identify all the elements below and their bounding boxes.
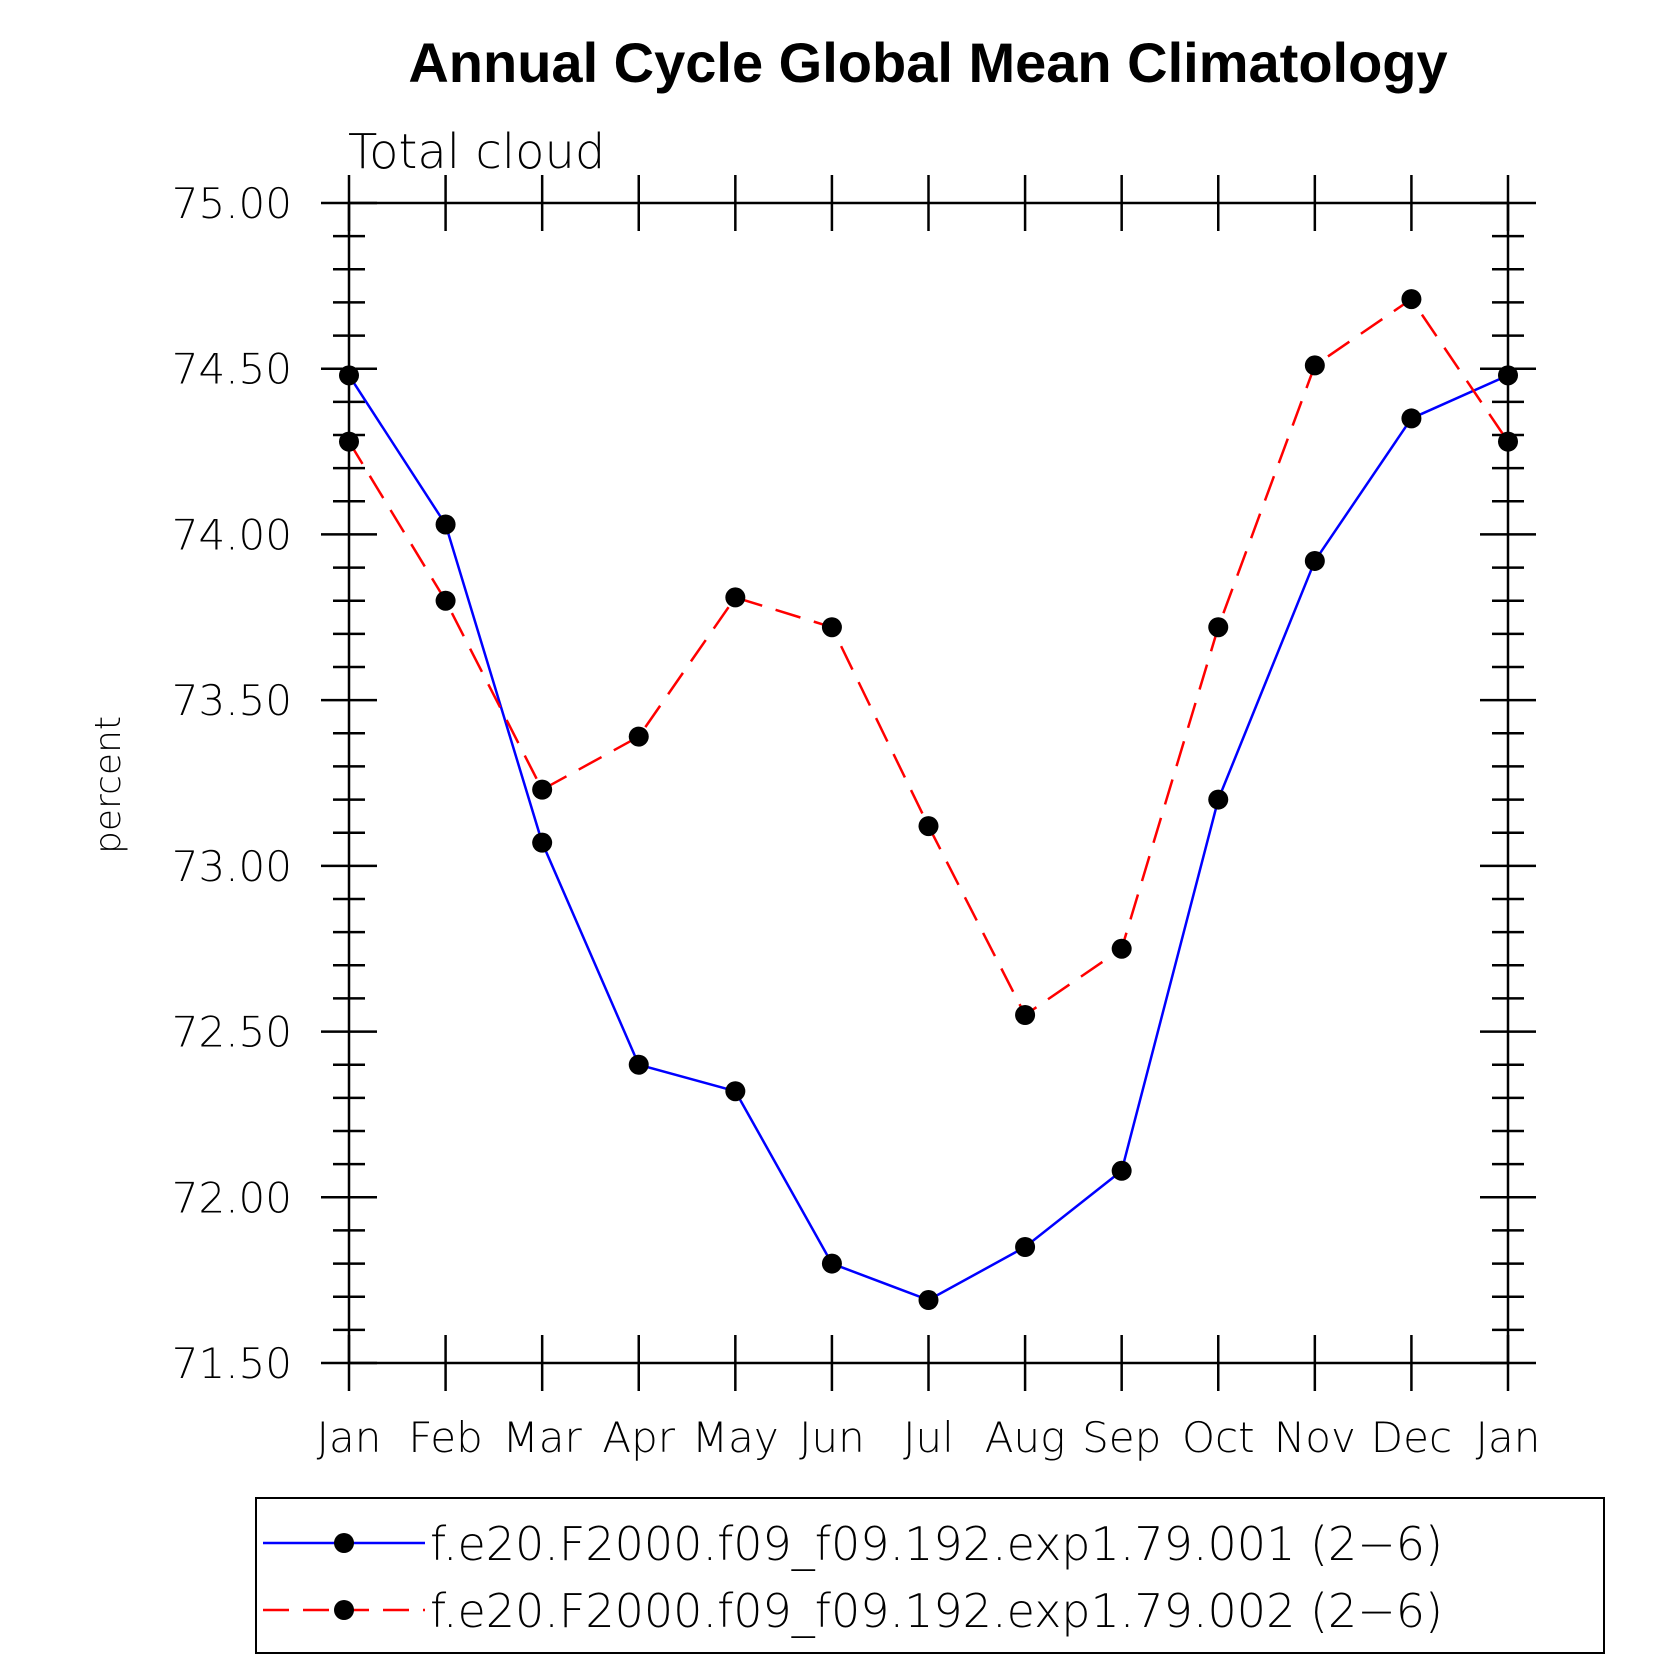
- data-point-series-1: [1304, 550, 1325, 571]
- data-point-series-1: [1015, 1237, 1036, 1257]
- series-line-2: [347, 297, 1510, 1017]
- data-point-series-1: [918, 1290, 939, 1311]
- x-tick-label: Sep: [1082, 1413, 1161, 1462]
- tick-labels: Jan Feb Mar Apr May Jun Jul Aug Sep Oct Nov Dec Jan 7…: [172, 179, 1541, 1462]
- series-lines: [347, 297, 1510, 1302]
- data-point-series-1: [1208, 789, 1229, 810]
- legend: f.e20.F2000.f09_f09.192.exp1.79.001 (2−6…: [255, 1497, 1605, 1654]
- y-tick-label: 73.50: [172, 676, 292, 725]
- legend-marker-2: [334, 1600, 354, 1620]
- y-tick-label: 72.50: [172, 1008, 292, 1057]
- data-markers: [339, 289, 1518, 1311]
- data-point-series-1: [821, 1253, 842, 1274]
- data-point-series-2: [821, 617, 842, 638]
- y-tick-label: 71.50: [172, 1339, 292, 1388]
- x-tick-label: Apr: [602, 1413, 675, 1462]
- y-tick-label: 72.00: [172, 1173, 292, 1222]
- plot-frame: [347, 201, 1510, 1365]
- axis-ticks: [321, 175, 1536, 1391]
- x-tick-label: Jun: [799, 1413, 865, 1462]
- data-point-series-2: [1401, 289, 1422, 310]
- data-point-series-2: [532, 779, 553, 800]
- x-tick-label: May: [692, 1413, 779, 1462]
- data-point-series-1: [435, 514, 456, 535]
- x-tick-label: Jan: [1476, 1413, 1541, 1462]
- data-point-series-2: [725, 587, 746, 608]
- x-tick-label: Mar: [503, 1413, 583, 1462]
- y-tick-label: 75.00: [172, 179, 292, 228]
- chart-title: Annual Cycle Global Mean Climatology: [408, 31, 1447, 94]
- data-point-series-2: [918, 816, 939, 837]
- data-point-series-2: [628, 726, 649, 747]
- data-point-series-1: [628, 1054, 649, 1075]
- data-point-series-1: [1401, 408, 1422, 429]
- chart-subtitle: Total cloud: [348, 124, 605, 180]
- x-tick-label: Aug: [985, 1413, 1066, 1462]
- series-line-1: [347, 374, 1509, 1302]
- x-tick-label: Oct: [1182, 1413, 1255, 1462]
- x-tick-label: Dec: [1371, 1413, 1452, 1462]
- data-point-series-2: [1015, 1005, 1036, 1025]
- legend-label-1: f.e20.F2000.f09_f09.192.exp1.79.001 (2−6…: [430, 1517, 1443, 1571]
- x-tick-label: Jan: [317, 1413, 382, 1462]
- data-point-series-2: [1208, 617, 1229, 638]
- x-tick-label: Feb: [408, 1413, 482, 1462]
- legend-box: [255, 1497, 1605, 1654]
- legend-label-2: f.e20.F2000.f09_f09.192.exp1.79.002 (2−6…: [430, 1584, 1443, 1638]
- y-tick-label: 74.50: [172, 345, 292, 394]
- legend-marker-1: [334, 1533, 354, 1553]
- data-point-series-1: [1111, 1160, 1132, 1181]
- data-point-series-2: [435, 590, 456, 611]
- data-point-series-1: [532, 832, 553, 853]
- data-point-series-2: [1111, 938, 1132, 959]
- y-tick-label: 73.00: [172, 842, 292, 891]
- y-axis-label: percent: [88, 716, 129, 854]
- x-tick-label: Nov: [1274, 1413, 1356, 1462]
- data-point-series-1: [725, 1081, 746, 1102]
- data-point-series-2: [1304, 355, 1325, 376]
- y-tick-label: 74.00: [172, 510, 292, 559]
- x-tick-label: Jul: [903, 1413, 954, 1462]
